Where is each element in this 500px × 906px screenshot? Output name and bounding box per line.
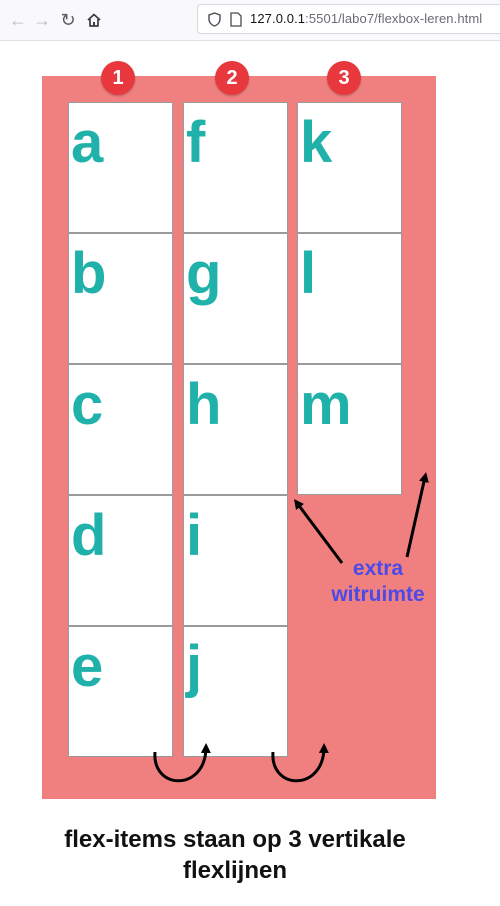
back-arrow-icon[interactable]: ← [9, 9, 27, 30]
note-line-2: witruimte [331, 583, 425, 606]
column-badge-1: 1 [101, 61, 135, 95]
item-label: j [186, 634, 203, 699]
page-icon[interactable] [228, 11, 244, 27]
item-label: h [186, 372, 222, 437]
wrap-arrow-1 [153, 743, 211, 783]
url-text[interactable]: 127.0.0.1:5501/labo7/flexbox-leren.html [250, 11, 482, 26]
item-label: m [300, 372, 352, 437]
wrap-arrow-2 [271, 743, 329, 783]
extra-space-arrow-left [294, 499, 344, 564]
flex-item-a: a [68, 102, 173, 233]
item-label: d [71, 503, 107, 568]
browser-toolbar: ← → ↻ 127.0.0.1:5501/labo7/flexbox-leren… [0, 0, 500, 41]
flex-item-l: l [297, 233, 402, 364]
address-bar[interactable]: 127.0.0.1:5501/labo7/flexbox-leren.html [197, 4, 500, 34]
item-label: e [71, 634, 104, 699]
caption-line-1: flex-items staan op 3 vertikale [64, 826, 406, 853]
item-label: i [186, 503, 203, 568]
flex-item-m: m [297, 364, 402, 495]
column-badge-2: 2 [215, 61, 249, 95]
caption-line-2: flexlijnen [182, 857, 288, 884]
item-label: g [186, 241, 222, 306]
item-label: f [186, 110, 206, 175]
flex-item-k: k [297, 102, 402, 233]
flex-item-b: b [68, 233, 173, 364]
caption: flex-items staan op 3 vertikale flexlijn… [0, 824, 470, 886]
item-label: k [300, 110, 333, 175]
item-label: l [300, 241, 317, 306]
flex-item-e: e [68, 626, 173, 757]
flex-item-j: j [183, 626, 288, 757]
flex-container: a b c d e f g h i j k l m [42, 76, 436, 799]
item-label: c [71, 372, 104, 437]
url-host: 127.0.0.1 [250, 11, 306, 26]
extra-space-note: extra witruimte [318, 556, 438, 608]
item-label: b [71, 241, 107, 306]
extra-space-arrow-right [405, 472, 429, 558]
shield-icon[interactable] [206, 11, 222, 27]
flex-item-i: i [183, 495, 288, 626]
flex-item-g: g [183, 233, 288, 364]
reload-icon[interactable]: ↻ [60, 9, 76, 30]
flex-item-f: f [183, 102, 288, 233]
item-label: a [71, 110, 104, 175]
column-badge-3: 3 [327, 61, 361, 95]
forward-arrow-icon[interactable]: → [33, 9, 51, 30]
flex-item-d: d [68, 495, 173, 626]
flex-item-c: c [68, 364, 173, 495]
flex-item-h: h [183, 364, 288, 495]
home-icon[interactable] [82, 8, 106, 32]
note-line-1: extra [352, 557, 404, 580]
url-path: :5501/labo7/flexbox-leren.html [305, 11, 483, 26]
